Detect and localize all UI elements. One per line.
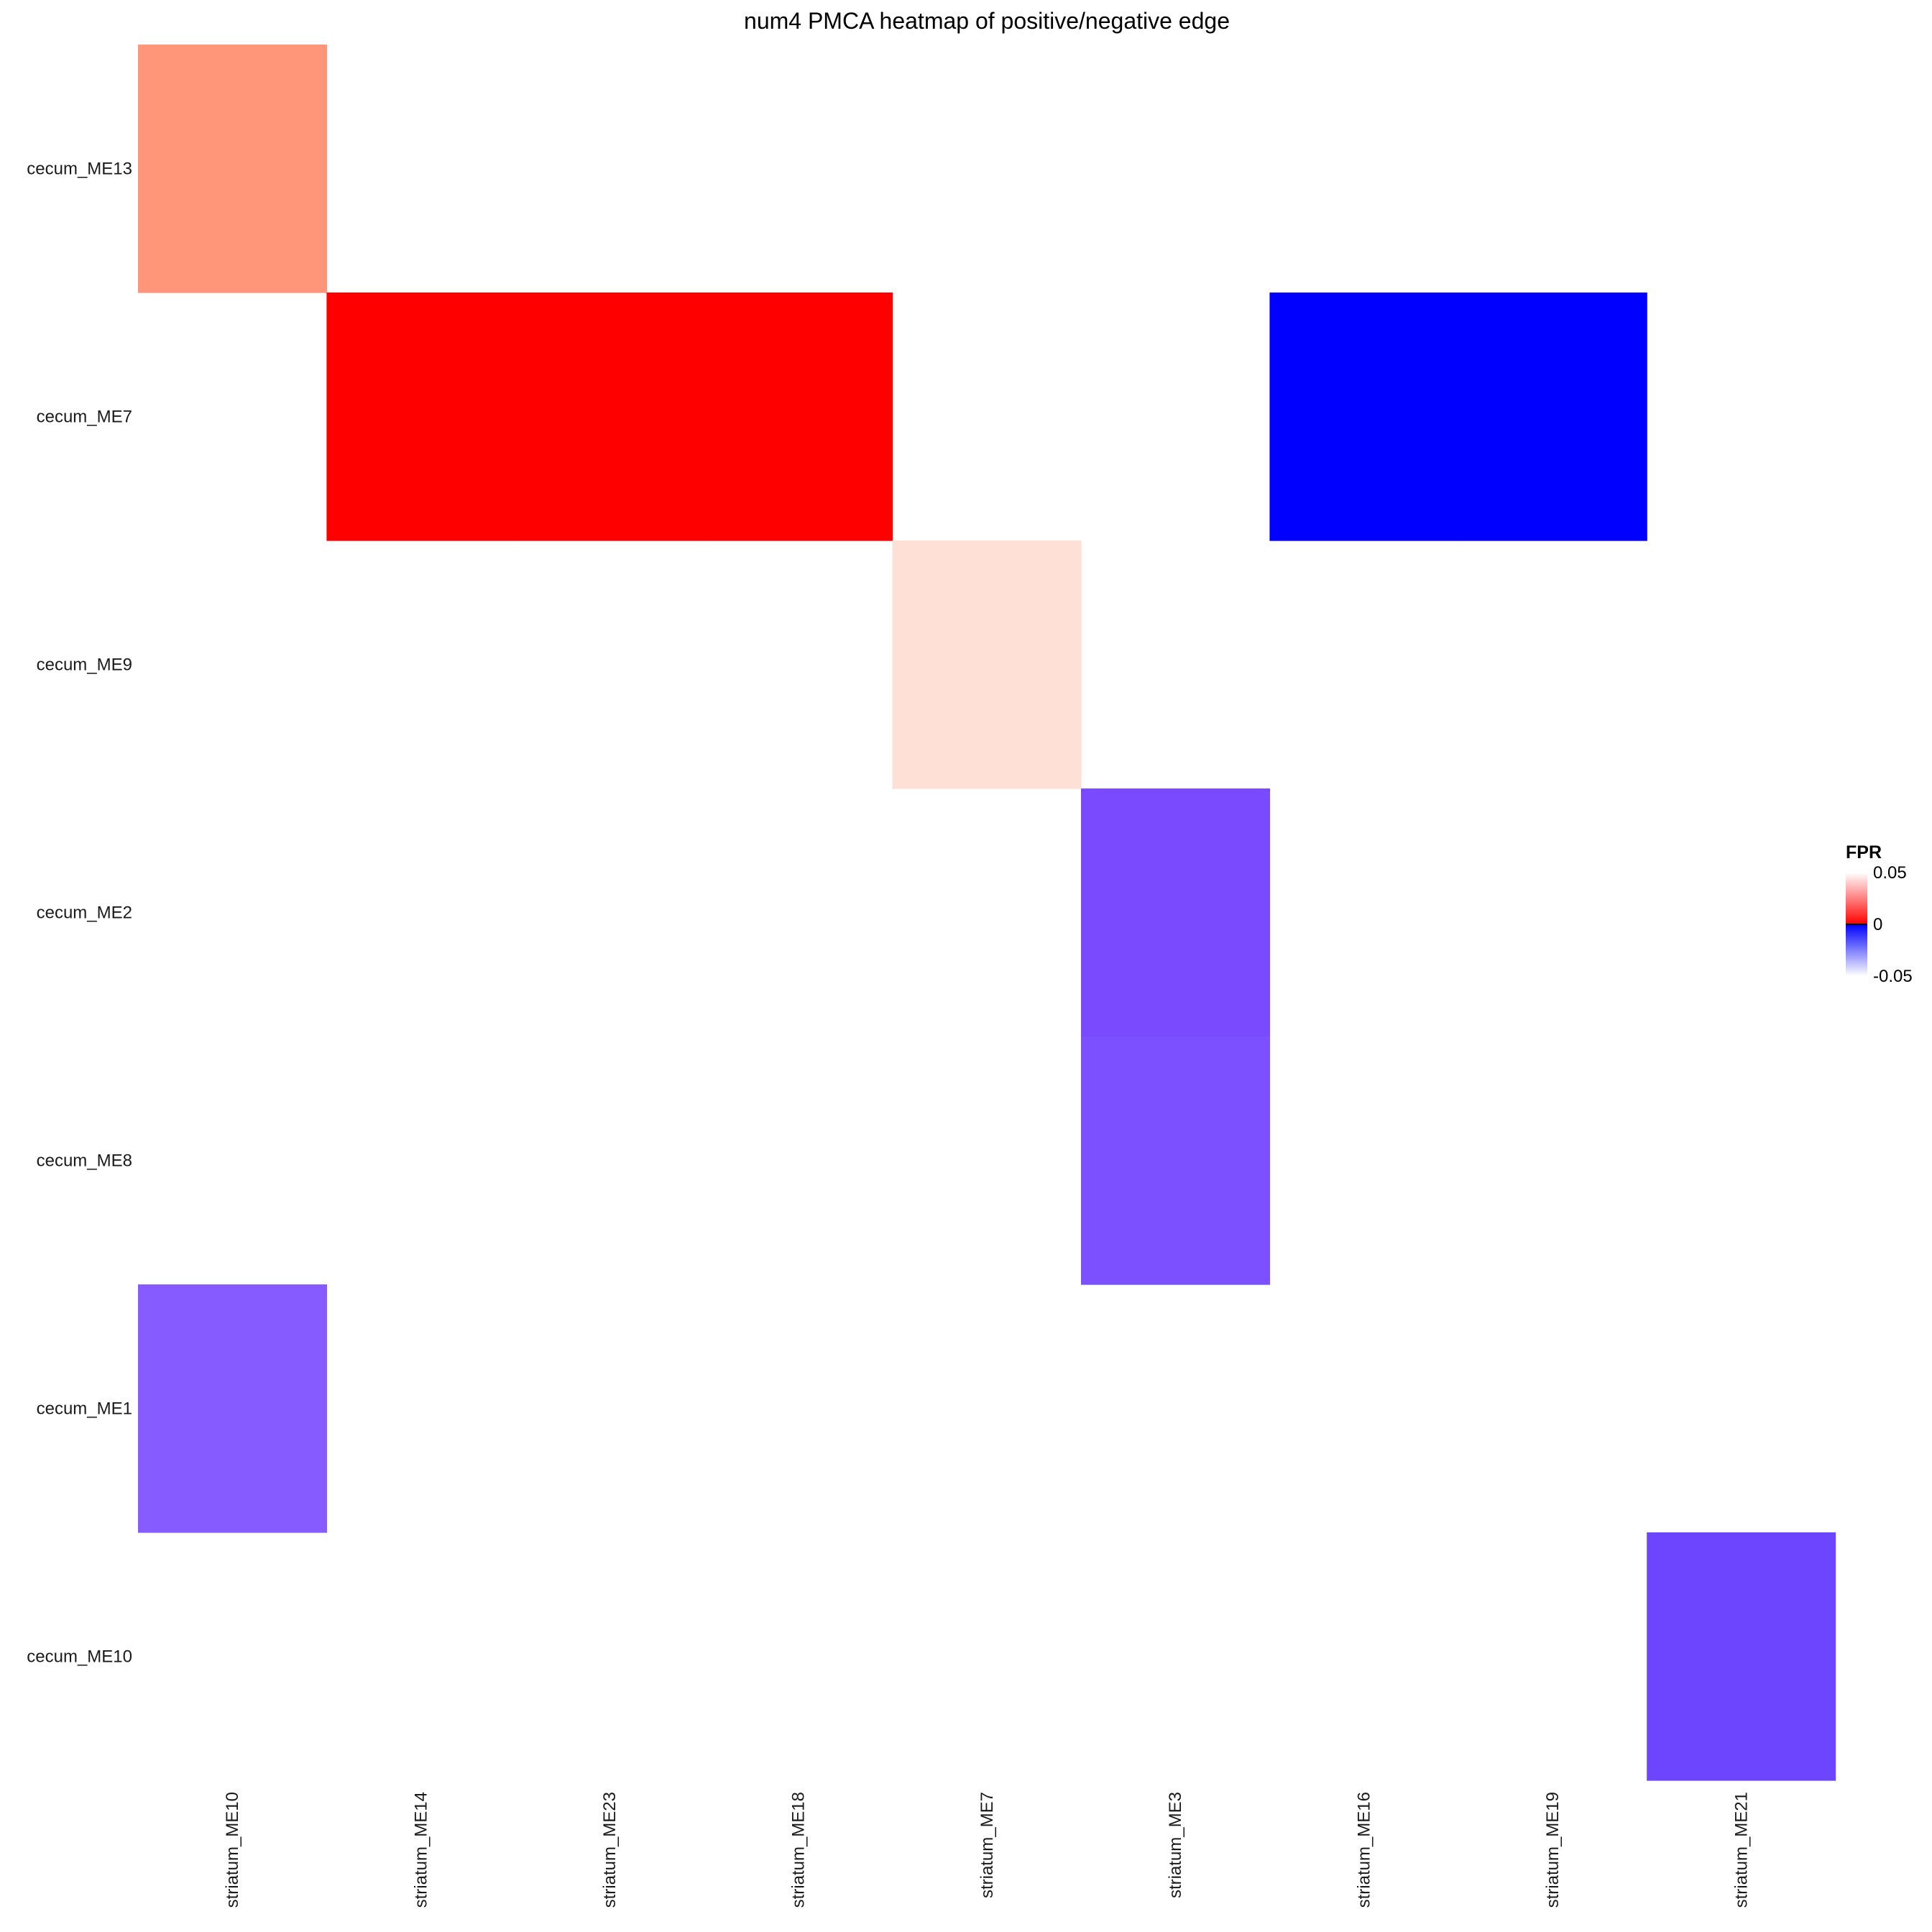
heatmap-cell-cecum_ME9-striatum_ME7 [892, 540, 1082, 789]
column-label: striatum_ME14 [412, 1792, 431, 1908]
heatmap-cells [138, 45, 1836, 1781]
legend-tick-label: 0 [1873, 915, 1882, 934]
column-label: striatum_ME16 [1355, 1792, 1374, 1908]
column-label: striatum_ME23 [600, 1792, 620, 1908]
heatmap-cell-cecum_ME7-striatum_ME16 [1269, 293, 1459, 541]
legend-ticks: 0.05 0 -0.05 [1873, 863, 1913, 986]
legend-tick-label: -0.05 [1873, 967, 1913, 986]
row-label: cecum_ME2 [37, 903, 132, 923]
column-label: striatum_ME19 [1543, 1792, 1563, 1908]
heatmap-cell-cecum_ME13-striatum_ME10 [138, 45, 327, 293]
row-label: cecum_ME1 [37, 1399, 132, 1419]
heatmap-cell-cecum_ME7-striatum_ME14 [326, 293, 516, 541]
row-label: cecum_ME9 [37, 656, 132, 675]
heatmap-cell-cecum_ME7-striatum_ME19 [1458, 293, 1647, 541]
column-label: striatum_ME21 [1731, 1792, 1751, 1908]
heatmap-cell-cecum_ME1-striatum_ME10 [138, 1284, 327, 1533]
row-label: cecum_ME7 [37, 408, 132, 427]
column-label: striatum_ME10 [223, 1792, 242, 1908]
column-label: striatum_ME7 [978, 1792, 997, 1898]
legend-bar-positive [1846, 873, 1867, 924]
row-labels: cecum_ME13 cecum_ME7 cecum_ME9 cecum_ME2cec… [27, 160, 132, 1667]
legend-tick-label: 0.05 [1873, 863, 1907, 883]
row-label: cecum_ME13 [27, 160, 132, 179]
column-label: striatum_ME3 [1166, 1792, 1185, 1898]
legend-bar-negative [1846, 924, 1867, 976]
column-labels: striatum_ME10 striatum_ME14 striatum_ME23 s… [223, 1792, 1751, 1908]
heatmap-cell-cecum_ME7-striatum_ME23 [515, 293, 704, 541]
legend-title: FPR [1846, 842, 1882, 862]
chart-title: num4 PMCA heatmap of positive/negative e… [744, 8, 1230, 34]
row-label: cecum_ME10 [27, 1647, 132, 1667]
heatmap-cell-cecum_ME10-striatum_ME21 [1647, 1532, 1836, 1781]
column-label: striatum_ME18 [788, 1792, 808, 1908]
heatmap-cell-cecum_ME2-striatum_ME3 [1081, 788, 1270, 1037]
heatmap-cell-cecum_ME7-striatum_ME18 [704, 293, 893, 541]
legend: FPR 0.05 0 -0.05 [1846, 842, 1913, 986]
row-label: cecum_ME8 [37, 1151, 132, 1171]
heatmap-cell-cecum_ME8-striatum_ME3 [1081, 1036, 1270, 1285]
